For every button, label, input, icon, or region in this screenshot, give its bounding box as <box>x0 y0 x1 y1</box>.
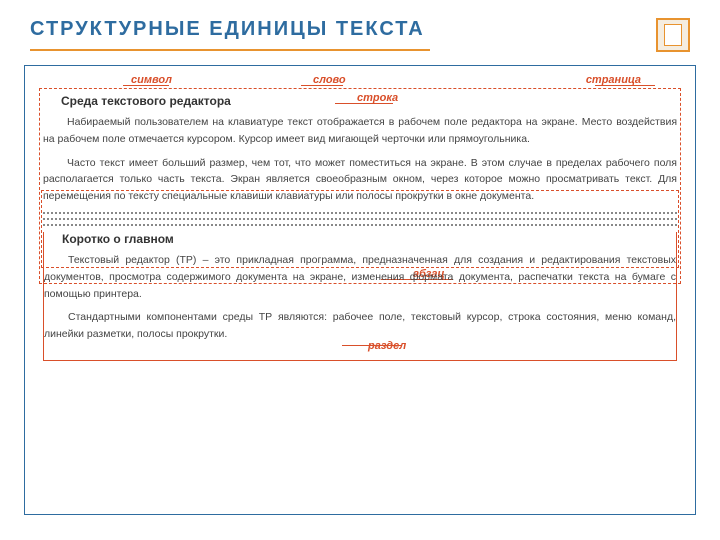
section2-heading: Коротко о главном <box>44 232 676 246</box>
label-line-razdel <box>342 345 402 346</box>
section2-p2: Стандартными компонентами среды ТР являю… <box>44 309 676 343</box>
label-line-slovo <box>301 85 343 86</box>
label-line-stranica <box>595 85 655 86</box>
lower-block: Коротко о главном Текстовый редактор (ТР… <box>43 232 677 361</box>
content-frame: символ слово строка страница абзац Среда… <box>24 65 696 515</box>
dotted-separator <box>43 224 677 226</box>
label-line-stroka <box>335 103 393 104</box>
dotted-separator <box>43 218 677 220</box>
upper-block: символ слово строка страница абзац Среда… <box>43 90 677 205</box>
section1-p2: Часто текст имеет больший размер, чем то… <box>43 155 677 205</box>
section1-p1: Набираемый пользователем на клавиатуре т… <box>43 114 677 148</box>
title-underline <box>30 49 430 51</box>
section2-p1: Текстовый редактор (ТР) – это прикладная… <box>44 252 676 302</box>
label-line-simvol <box>123 85 169 86</box>
dotted-separator <box>43 212 677 214</box>
page-title: СТРУКТУРНЫЕ ЕДИНИЦЫ ТЕКСТА <box>30 18 425 41</box>
page-icon <box>656 18 690 52</box>
label-razdel: раздел <box>362 340 412 352</box>
